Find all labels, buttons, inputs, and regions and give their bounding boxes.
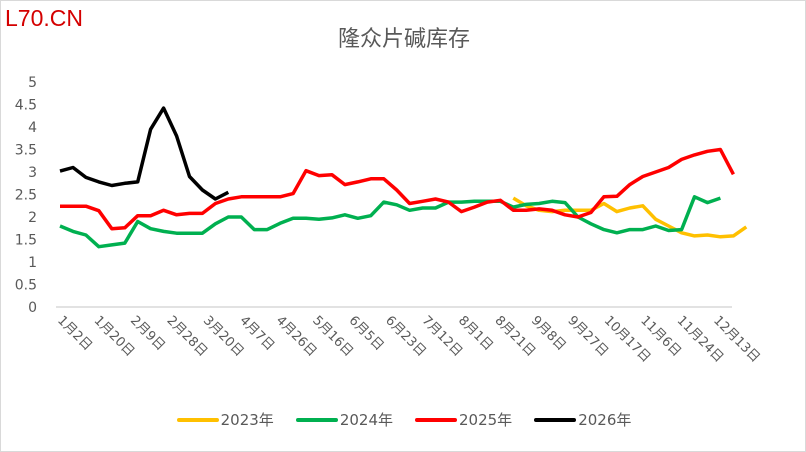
y-tick-label: 1.5 [15, 233, 37, 249]
legend-swatch [415, 417, 457, 422]
legend-label: 2025年 [459, 411, 513, 429]
legend-label: 2023年 [220, 411, 274, 429]
legend-item: 2025年 [415, 409, 512, 430]
legend-label: 2024年 [339, 411, 393, 429]
y-tick-label: 4 [28, 120, 37, 136]
y-tick-label: 5 [28, 75, 37, 91]
y-tick-label: 3 [28, 165, 37, 181]
chart-title: 隆众片碱库存 [337, 27, 470, 52]
legend-item: 2024年 [295, 409, 393, 430]
y-tick-label: 2.5 [15, 188, 37, 204]
series-line-2025年 [60, 147, 735, 231]
y-tick-label: 4.5 [15, 98, 37, 114]
y-tick-label: 0 [28, 300, 37, 316]
watermark-logo: L70.CN [5, 5, 83, 31]
x-tick-label: 1月2日 [54, 313, 95, 354]
legend-swatch [534, 417, 577, 422]
y-tick-label: 1 [28, 255, 37, 271]
legend-swatch [295, 417, 338, 422]
legend-item: 2023年 [176, 409, 274, 430]
legend-swatch [176, 417, 219, 422]
y-tick-label: 0.5 [15, 278, 37, 294]
legend-label: 2026年 [578, 411, 632, 429]
series-line-2026年 [59, 106, 230, 201]
y-tick-label: 3.5 [15, 143, 37, 159]
legend-item: 2026年 [534, 409, 631, 430]
legend: 2023年 2024年 2025年 2026年 [1, 409, 805, 430]
y-tick-label: 2 [28, 210, 37, 226]
series-line-2024年 [59, 195, 721, 249]
